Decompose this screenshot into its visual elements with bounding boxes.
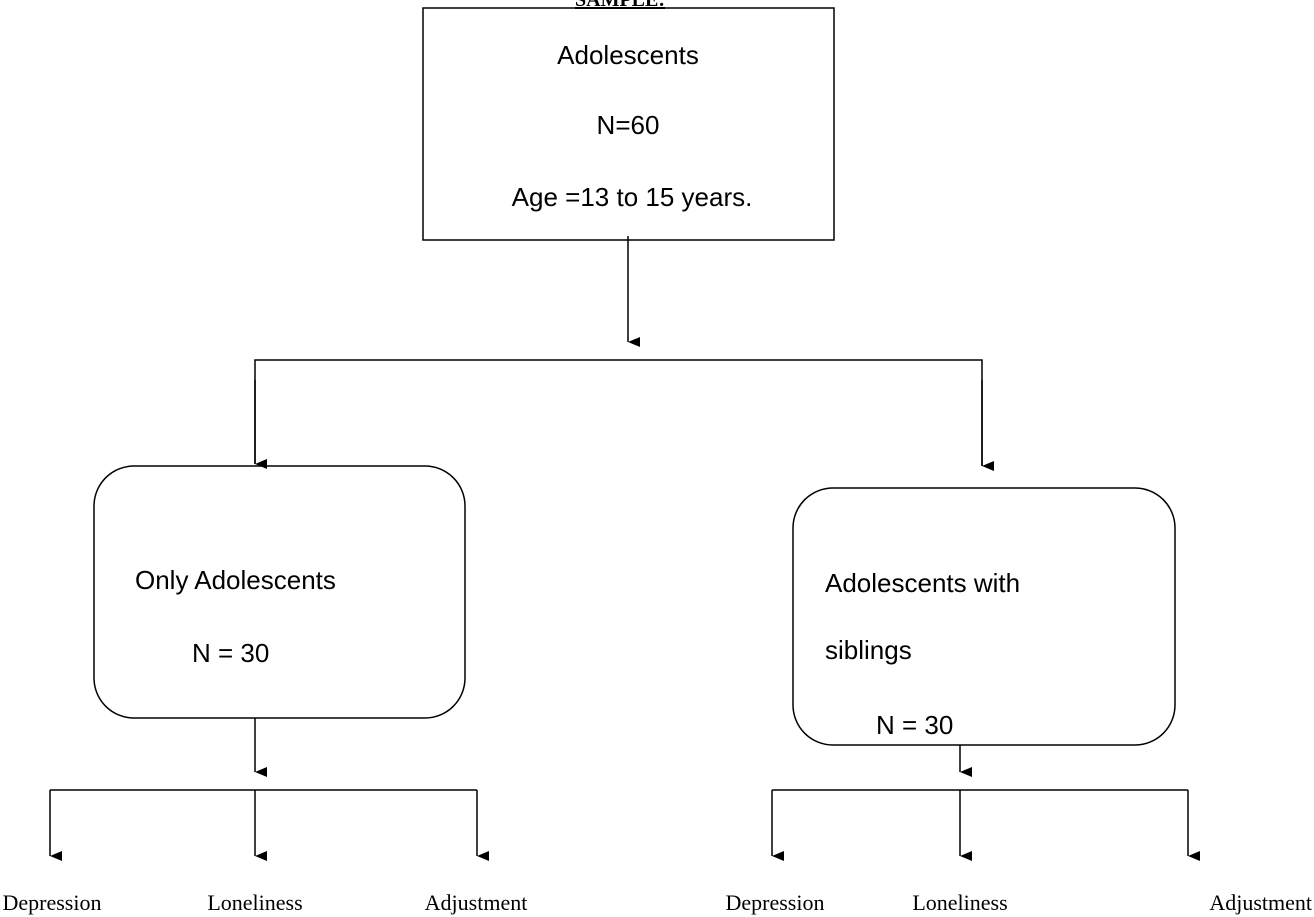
measure: Adjustment xyxy=(425,890,528,915)
root-count: N=60 xyxy=(597,110,660,140)
connector xyxy=(254,359,983,466)
root-age: Age =13 to 15 years. xyxy=(512,182,753,212)
group-count: N = 30 xyxy=(876,710,953,740)
measure: Depression xyxy=(3,890,102,915)
measure: Loneliness xyxy=(912,890,1007,915)
group-count: N = 30 xyxy=(192,638,269,668)
group-box xyxy=(792,487,1176,746)
title: SAMPLE: xyxy=(575,0,665,11)
group-label: Only Adolescents xyxy=(135,565,336,595)
measure: Loneliness xyxy=(207,890,302,915)
group-label: siblings xyxy=(825,635,912,665)
measure: Depression xyxy=(726,890,825,915)
root-label: Adolescents xyxy=(557,40,699,70)
group-box xyxy=(93,465,466,719)
measure: Adjustment xyxy=(1209,890,1312,915)
group-label: Adolescents with xyxy=(825,568,1020,598)
